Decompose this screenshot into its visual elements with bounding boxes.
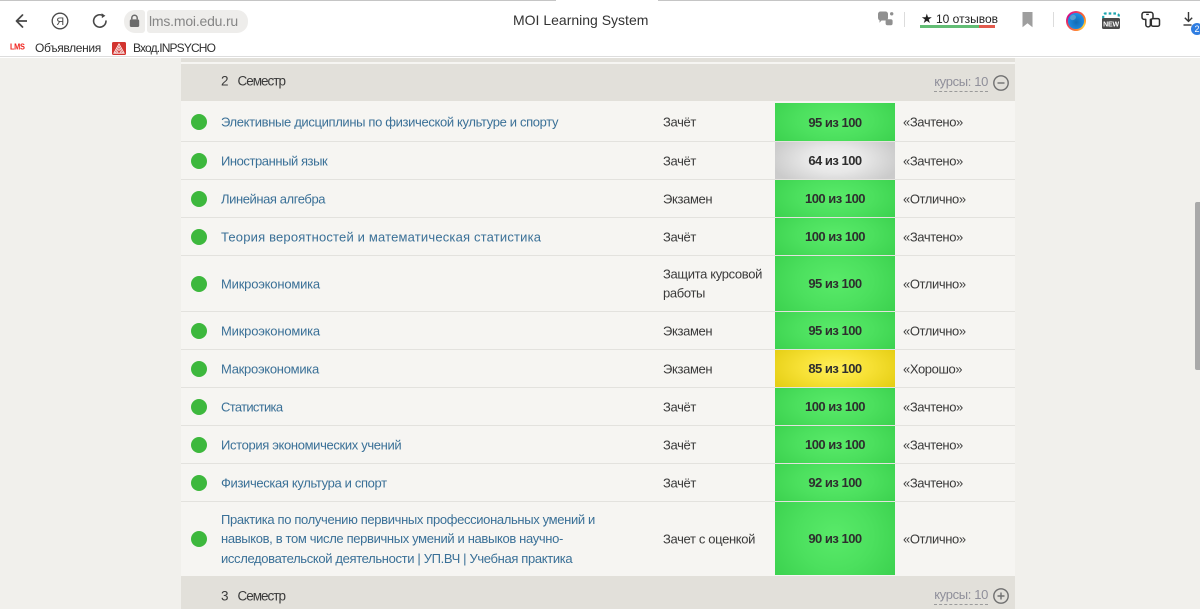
svg-text:NEW: NEW bbox=[1103, 21, 1119, 28]
svg-text:Я: Я bbox=[56, 16, 64, 28]
